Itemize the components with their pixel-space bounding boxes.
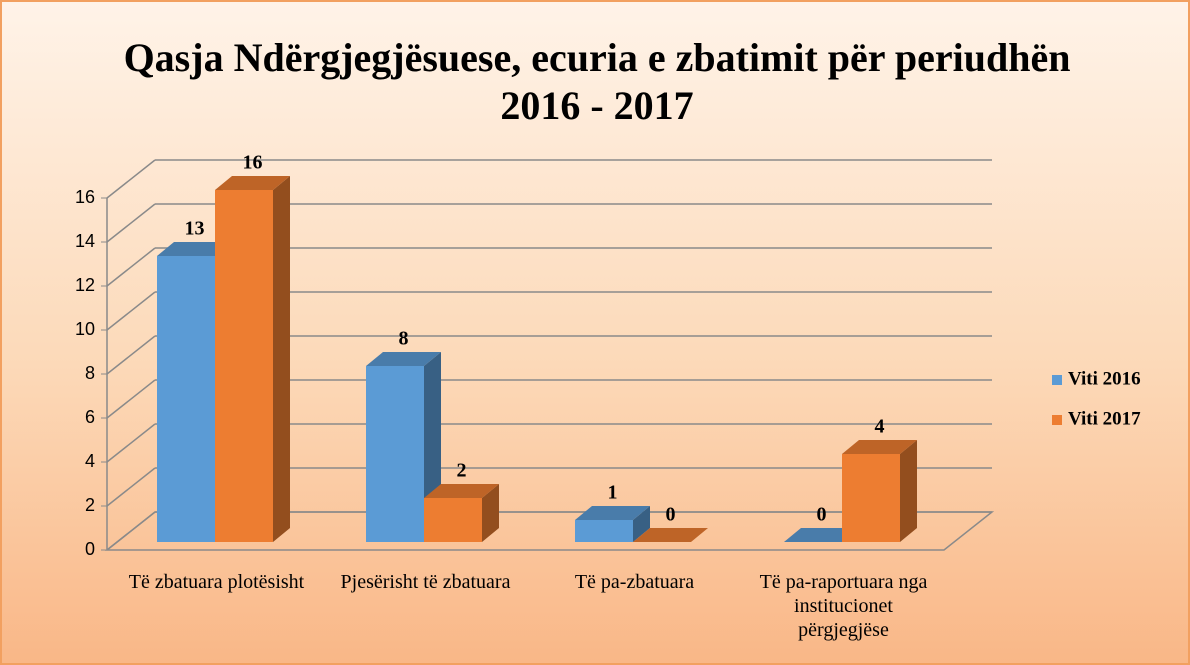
grid-line [106, 467, 156, 507]
bar [842, 454, 900, 542]
y-tick-label: 4 [85, 451, 95, 471]
x-tick-label: Pjesërisht të zbatuara [340, 571, 511, 593]
y-tick-label: 0 [85, 539, 95, 559]
bar-top [157, 242, 232, 256]
bar-side [633, 506, 650, 542]
bar [575, 520, 633, 542]
bar-top [784, 528, 859, 542]
bar [366, 366, 424, 542]
bar-top [842, 440, 917, 454]
y-tick-label: 14 [75, 231, 95, 251]
bar [157, 256, 215, 542]
grid-line [106, 247, 156, 287]
grid-line [106, 291, 156, 331]
grid-line [106, 423, 156, 463]
value-label: 13 [185, 218, 205, 240]
value-label: 0 [817, 504, 827, 526]
value-label: 8 [399, 328, 409, 350]
legend-label: Viti 2017 [1068, 408, 1141, 429]
bar-top [366, 352, 441, 366]
grid-line [106, 379, 156, 419]
y-tick-label: 8 [85, 363, 95, 383]
grid-line [106, 335, 156, 375]
grid-line [106, 159, 156, 199]
bar-top [215, 176, 290, 190]
x-tick-label: Të zbatuara plotësisht [128, 571, 305, 593]
bar [424, 498, 482, 542]
grid-line [106, 511, 156, 551]
chart-title: Qasja Ndërgjegjësuese, ecuria e zbatimit… [123, 35, 1071, 128]
legend-swatch [1052, 415, 1062, 425]
y-tick-label: 2 [85, 495, 95, 515]
y-tick-label: 12 [75, 275, 95, 295]
value-label: 16 [243, 152, 263, 174]
x-tick-label: Të pa-zbatuara [574, 571, 695, 593]
bar-side [900, 440, 917, 542]
bar-top [633, 528, 708, 542]
legend-swatch [1052, 375, 1062, 385]
y-tick-label: 10 [75, 319, 95, 339]
value-label: 2 [457, 460, 467, 482]
bar-top [575, 506, 650, 520]
bar-top [424, 484, 499, 498]
value-label: 4 [875, 416, 885, 438]
value-label: 1 [608, 482, 618, 504]
x-tick-label: Të pa-raportuara nga institucionet përgj… [759, 571, 928, 641]
legend-label: Viti 2016 [1068, 368, 1141, 389]
bar [215, 190, 273, 542]
grid-line [106, 203, 156, 243]
y-tick-label: 6 [85, 407, 95, 427]
value-label: 0 [666, 504, 676, 526]
y-tick-label: 16 [75, 187, 95, 207]
bar-side [273, 176, 290, 542]
bar-side [482, 484, 499, 542]
